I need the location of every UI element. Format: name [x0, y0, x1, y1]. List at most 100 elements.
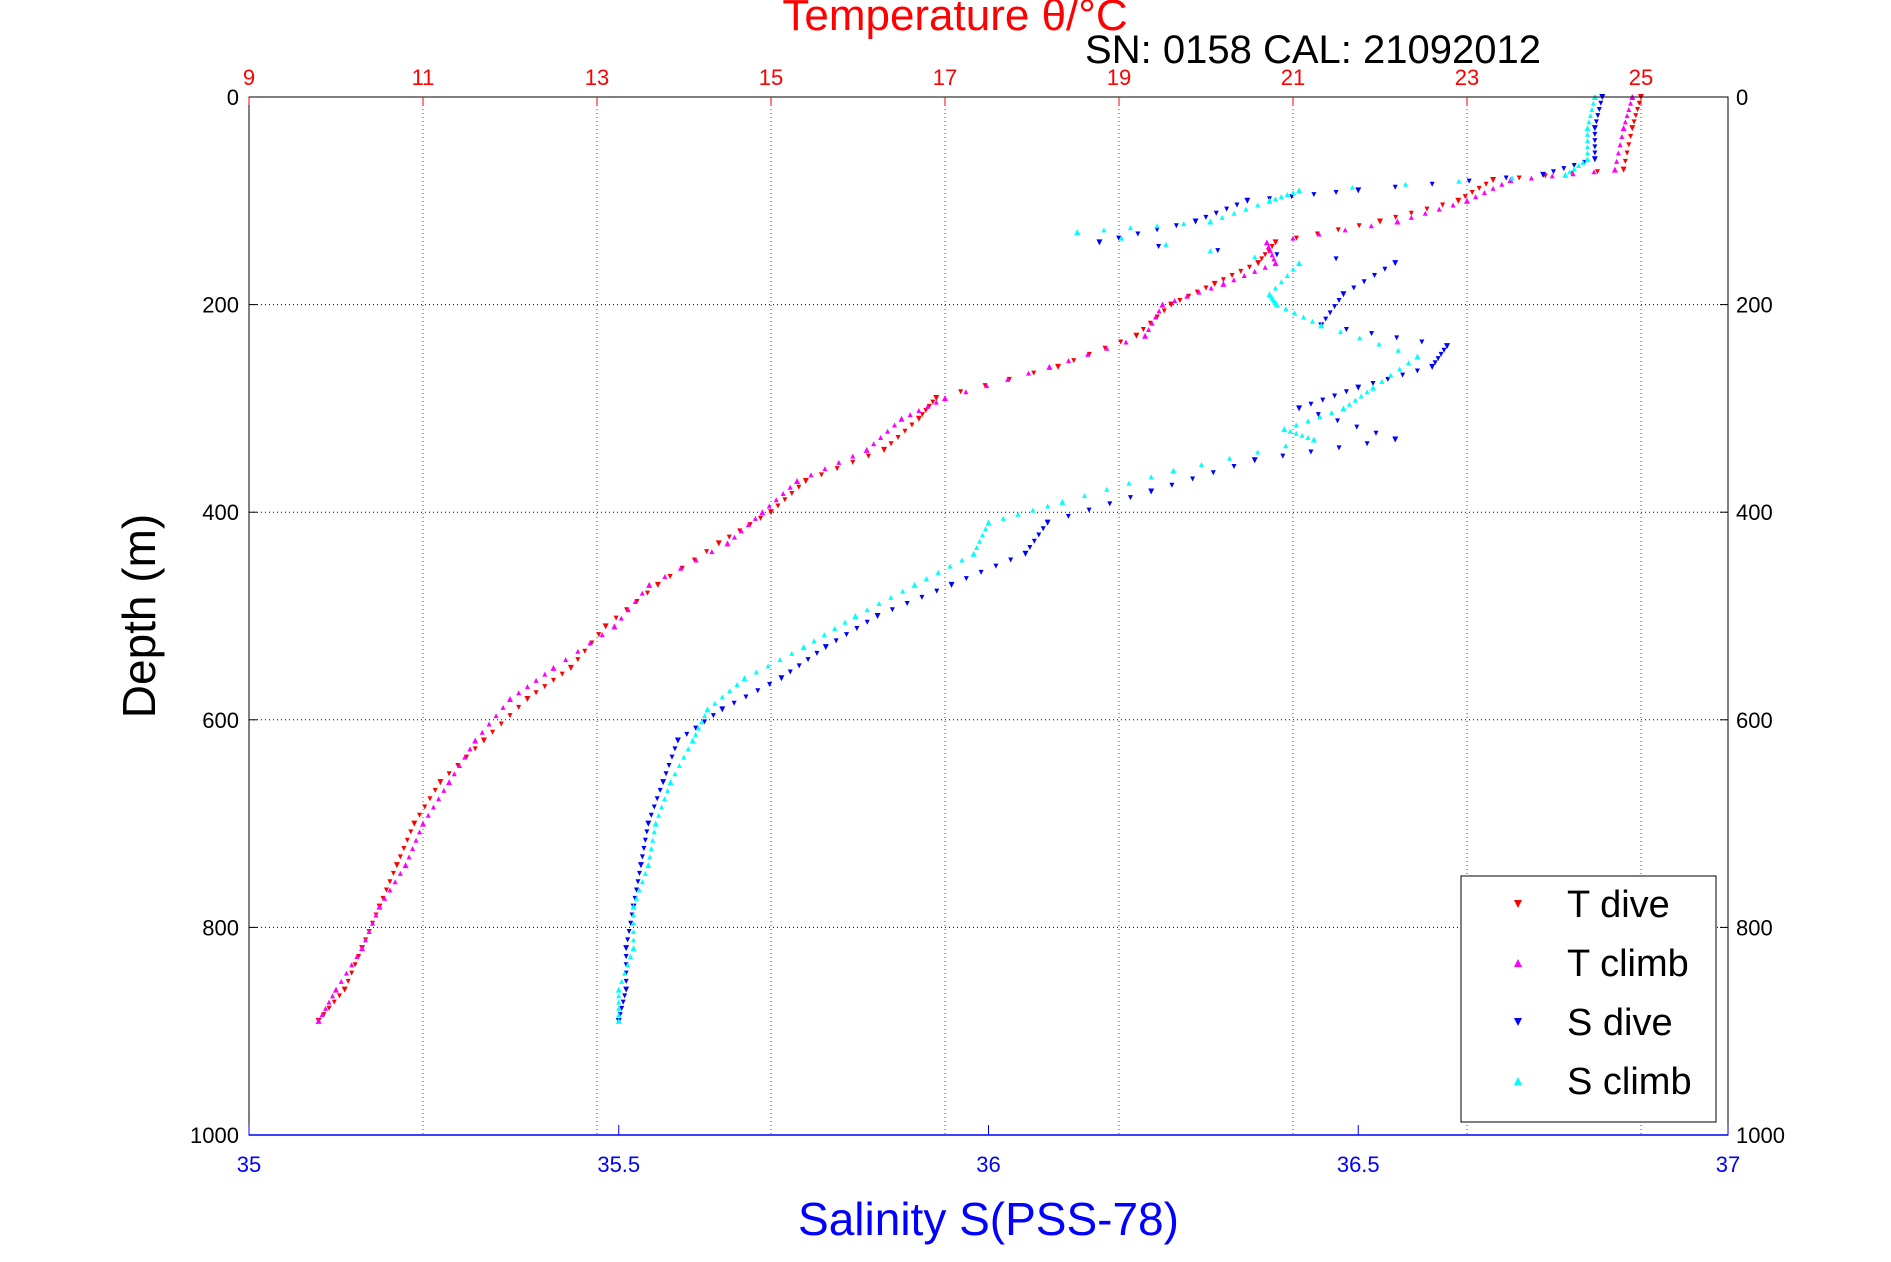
data-point	[1349, 184, 1355, 190]
data-point	[702, 719, 708, 725]
data-point	[1333, 256, 1339, 262]
data-point	[1549, 173, 1555, 179]
data-point	[408, 829, 414, 835]
data-point	[878, 434, 884, 440]
data-point	[1336, 297, 1342, 303]
data-point	[623, 945, 630, 952]
data-point	[1148, 488, 1155, 495]
data-point	[1455, 197, 1462, 204]
data-point	[808, 472, 814, 478]
data-point	[1290, 189, 1296, 195]
data-point	[446, 779, 453, 786]
data-point	[1481, 189, 1487, 195]
data-point	[667, 779, 674, 786]
data-point	[745, 522, 751, 528]
data-point	[1369, 331, 1375, 337]
data-point	[642, 870, 648, 876]
data-point	[1338, 329, 1344, 335]
data-point	[1210, 470, 1216, 476]
data-point	[1592, 138, 1598, 144]
data-point	[834, 466, 840, 472]
data-point	[500, 704, 506, 710]
data-point	[1290, 266, 1296, 272]
data-point	[1469, 189, 1475, 195]
data-point	[1243, 206, 1249, 212]
data-point	[1598, 100, 1604, 106]
data-point	[1586, 119, 1592, 125]
data-point	[1576, 163, 1582, 169]
data-point	[1293, 235, 1299, 241]
data-point	[780, 491, 786, 497]
data-point	[970, 550, 977, 557]
data-point	[919, 594, 925, 600]
data-point	[1571, 166, 1577, 172]
data-point	[373, 912, 379, 918]
axes: 9 11 13 15 17 19 21 23 25 0 0 200 200 400 400 600 600 800…	[190, 65, 1785, 1177]
data-point	[1284, 192, 1290, 198]
data-point	[1615, 150, 1621, 156]
depth-tick-label-left: 800	[202, 915, 239, 940]
data-point	[1619, 133, 1625, 139]
data-point	[1561, 166, 1567, 172]
data-point	[1440, 202, 1446, 208]
data-point	[1438, 351, 1444, 357]
data-point	[1620, 125, 1627, 132]
data-point	[1015, 511, 1021, 517]
data-point	[1509, 175, 1515, 181]
data-point	[1592, 150, 1598, 156]
data-point	[420, 820, 426, 827]
data-point	[1335, 227, 1341, 233]
data-point	[644, 829, 650, 835]
data-point	[789, 650, 795, 656]
data-point	[963, 576, 969, 582]
data-point	[1219, 214, 1225, 220]
data-point	[615, 986, 622, 993]
data-point	[1584, 150, 1590, 156]
data-point	[625, 937, 631, 943]
data-point	[1229, 273, 1235, 279]
data-point	[354, 953, 360, 959]
data-point	[1252, 268, 1258, 274]
data-point	[1332, 393, 1338, 399]
data-point	[648, 846, 654, 852]
data-point	[563, 657, 569, 663]
data-point	[811, 638, 817, 644]
data-point	[704, 549, 710, 555]
data-point	[935, 569, 941, 575]
data-point	[406, 854, 412, 860]
data-point	[1231, 277, 1237, 283]
data-point	[1266, 243, 1272, 249]
data-point	[1476, 185, 1482, 191]
data-point	[709, 549, 715, 555]
data-point	[758, 515, 764, 521]
data-point	[1540, 171, 1547, 178]
data-point	[451, 771, 457, 777]
data-point	[1335, 418, 1341, 424]
data-point	[1146, 327, 1152, 333]
data-point	[417, 812, 423, 818]
data-point	[693, 557, 699, 563]
data-point	[1251, 457, 1258, 464]
data-point	[1340, 405, 1347, 412]
data-point	[768, 509, 774, 516]
data-point	[1436, 206, 1442, 212]
data-point	[616, 999, 622, 1005]
data-point	[1220, 277, 1226, 283]
data-point	[436, 796, 442, 802]
data-point	[330, 993, 336, 999]
data-point	[1382, 266, 1388, 272]
data-point	[1620, 166, 1627, 173]
legend-marker	[1514, 1077, 1522, 1085]
data-point	[550, 664, 557, 671]
depth-tick-label-left: 0	[227, 85, 239, 110]
data-point	[1082, 493, 1088, 499]
data-point	[919, 412, 925, 418]
data-point	[1172, 297, 1178, 303]
temperature-tick-label: 13	[585, 65, 609, 90]
data-point	[689, 737, 696, 744]
data-point	[1392, 184, 1398, 190]
data-point	[1343, 327, 1349, 333]
data-point	[727, 688, 733, 694]
data-point	[743, 694, 749, 700]
data-point	[427, 796, 433, 802]
